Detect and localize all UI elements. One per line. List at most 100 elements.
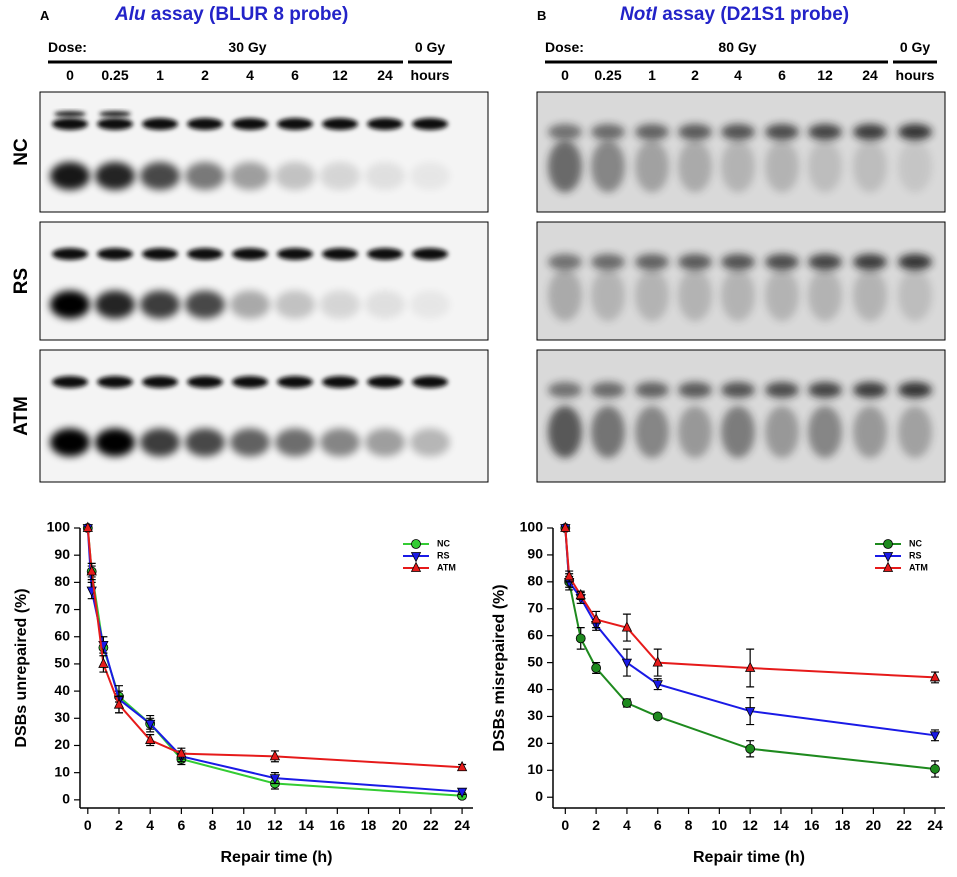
gel-band bbox=[898, 382, 932, 398]
gel-band bbox=[277, 376, 313, 388]
row-label: RS bbox=[11, 268, 32, 294]
lane-label: 2 bbox=[201, 67, 209, 83]
y-tick-label: 0 bbox=[535, 788, 543, 804]
gel-smear bbox=[275, 428, 315, 457]
legend-label: RS bbox=[437, 550, 450, 560]
gel-band bbox=[322, 118, 358, 130]
gel-smear bbox=[185, 290, 225, 319]
gel-smear bbox=[808, 405, 842, 458]
data-point bbox=[456, 787, 468, 799]
gel-band bbox=[52, 376, 88, 388]
x-axis-title: Repair time (h) bbox=[220, 849, 332, 866]
gel-band bbox=[721, 254, 755, 270]
control-dose: 0 Gy bbox=[415, 39, 446, 55]
gel-title: NotI assay (D21S1 probe) bbox=[620, 4, 849, 25]
gel-smear bbox=[320, 290, 360, 319]
gel-smear bbox=[410, 428, 450, 457]
lane-label: 1 bbox=[156, 67, 164, 83]
gel-band bbox=[322, 376, 358, 388]
data-point bbox=[86, 565, 97, 576]
y-tick-label: 70 bbox=[527, 599, 543, 615]
gel-band bbox=[853, 124, 887, 140]
y-tick-label: 40 bbox=[527, 680, 543, 696]
gel-smear bbox=[898, 269, 932, 322]
x-tick-label: 10 bbox=[236, 817, 252, 833]
x-tick-label: 6 bbox=[654, 817, 662, 833]
data-point bbox=[622, 698, 632, 708]
legend-marker bbox=[882, 552, 894, 563]
gel-band bbox=[97, 118, 133, 130]
lane-unit: hours bbox=[411, 67, 450, 83]
gel-smear bbox=[853, 140, 887, 193]
y-tick-label: 80 bbox=[54, 573, 70, 589]
gel-smear bbox=[50, 162, 90, 190]
gel-band bbox=[678, 382, 712, 398]
y-tick-label: 60 bbox=[54, 627, 70, 643]
x-tick-label: 12 bbox=[742, 817, 758, 833]
data-point bbox=[745, 661, 756, 672]
gel-band bbox=[187, 376, 223, 388]
gel-band bbox=[97, 376, 133, 388]
data-point bbox=[98, 657, 109, 668]
gel-smear bbox=[591, 269, 625, 322]
gel-title-italic: NotI bbox=[620, 4, 658, 25]
gel-smear bbox=[591, 140, 625, 193]
gel-band bbox=[232, 376, 268, 388]
y-tick-label: 30 bbox=[54, 709, 70, 725]
gel-smear bbox=[140, 428, 180, 457]
gel-smear bbox=[230, 290, 270, 319]
series-line bbox=[564, 527, 936, 770]
data-point bbox=[621, 658, 633, 670]
legend-marker bbox=[410, 561, 422, 572]
x-tick-label: 22 bbox=[896, 817, 912, 833]
lane-label: 1 bbox=[648, 67, 656, 83]
x-tick-label: 14 bbox=[773, 817, 789, 833]
data-point bbox=[591, 663, 602, 673]
gel-smear bbox=[230, 428, 270, 457]
x-tick-label: 16 bbox=[804, 817, 820, 833]
y-tick-label: 30 bbox=[527, 707, 543, 723]
lane-label: 12 bbox=[817, 67, 833, 83]
legend-marker bbox=[410, 552, 422, 563]
gel-band bbox=[232, 118, 268, 130]
gel-smear bbox=[678, 140, 712, 193]
gel-band bbox=[142, 248, 178, 260]
gel-band bbox=[412, 376, 448, 388]
data-point bbox=[590, 613, 602, 624]
panel-letter: A bbox=[40, 8, 50, 23]
x-axis-title: Repair time (h) bbox=[693, 849, 805, 866]
gel-smear bbox=[50, 428, 90, 457]
data-point bbox=[145, 733, 156, 744]
x-tick-label: 14 bbox=[298, 817, 314, 833]
x-tick-label: 10 bbox=[712, 817, 728, 833]
gel-smear bbox=[548, 140, 582, 193]
data-point bbox=[456, 760, 468, 772]
gel-band bbox=[765, 124, 799, 140]
gel-smear bbox=[95, 162, 135, 190]
gel-image bbox=[39, 91, 489, 213]
y-tick-label: 50 bbox=[54, 655, 70, 671]
gel-smear bbox=[898, 405, 932, 458]
gel-smear bbox=[765, 405, 799, 458]
gel-band bbox=[678, 254, 712, 270]
gel-smear bbox=[185, 162, 225, 190]
lane-label: 6 bbox=[778, 67, 786, 83]
y-tick-label: 80 bbox=[527, 573, 543, 589]
gel-smear bbox=[808, 140, 842, 193]
gel-band bbox=[591, 254, 625, 270]
data-point bbox=[929, 671, 941, 682]
gel-smear bbox=[721, 405, 755, 458]
gel-image bbox=[39, 221, 489, 341]
data-point bbox=[269, 749, 281, 761]
gel-smear bbox=[678, 405, 712, 458]
data-point bbox=[575, 588, 586, 600]
legend-marker bbox=[882, 561, 894, 572]
legend-label: ATM bbox=[909, 562, 928, 572]
gel-band bbox=[99, 111, 131, 117]
data-point bbox=[575, 633, 586, 644]
gel-smear bbox=[320, 428, 360, 457]
x-tick-label: 12 bbox=[267, 817, 283, 833]
y-tick-label: 10 bbox=[527, 761, 543, 777]
x-tick-label: 20 bbox=[392, 817, 408, 833]
data-point bbox=[564, 570, 575, 581]
